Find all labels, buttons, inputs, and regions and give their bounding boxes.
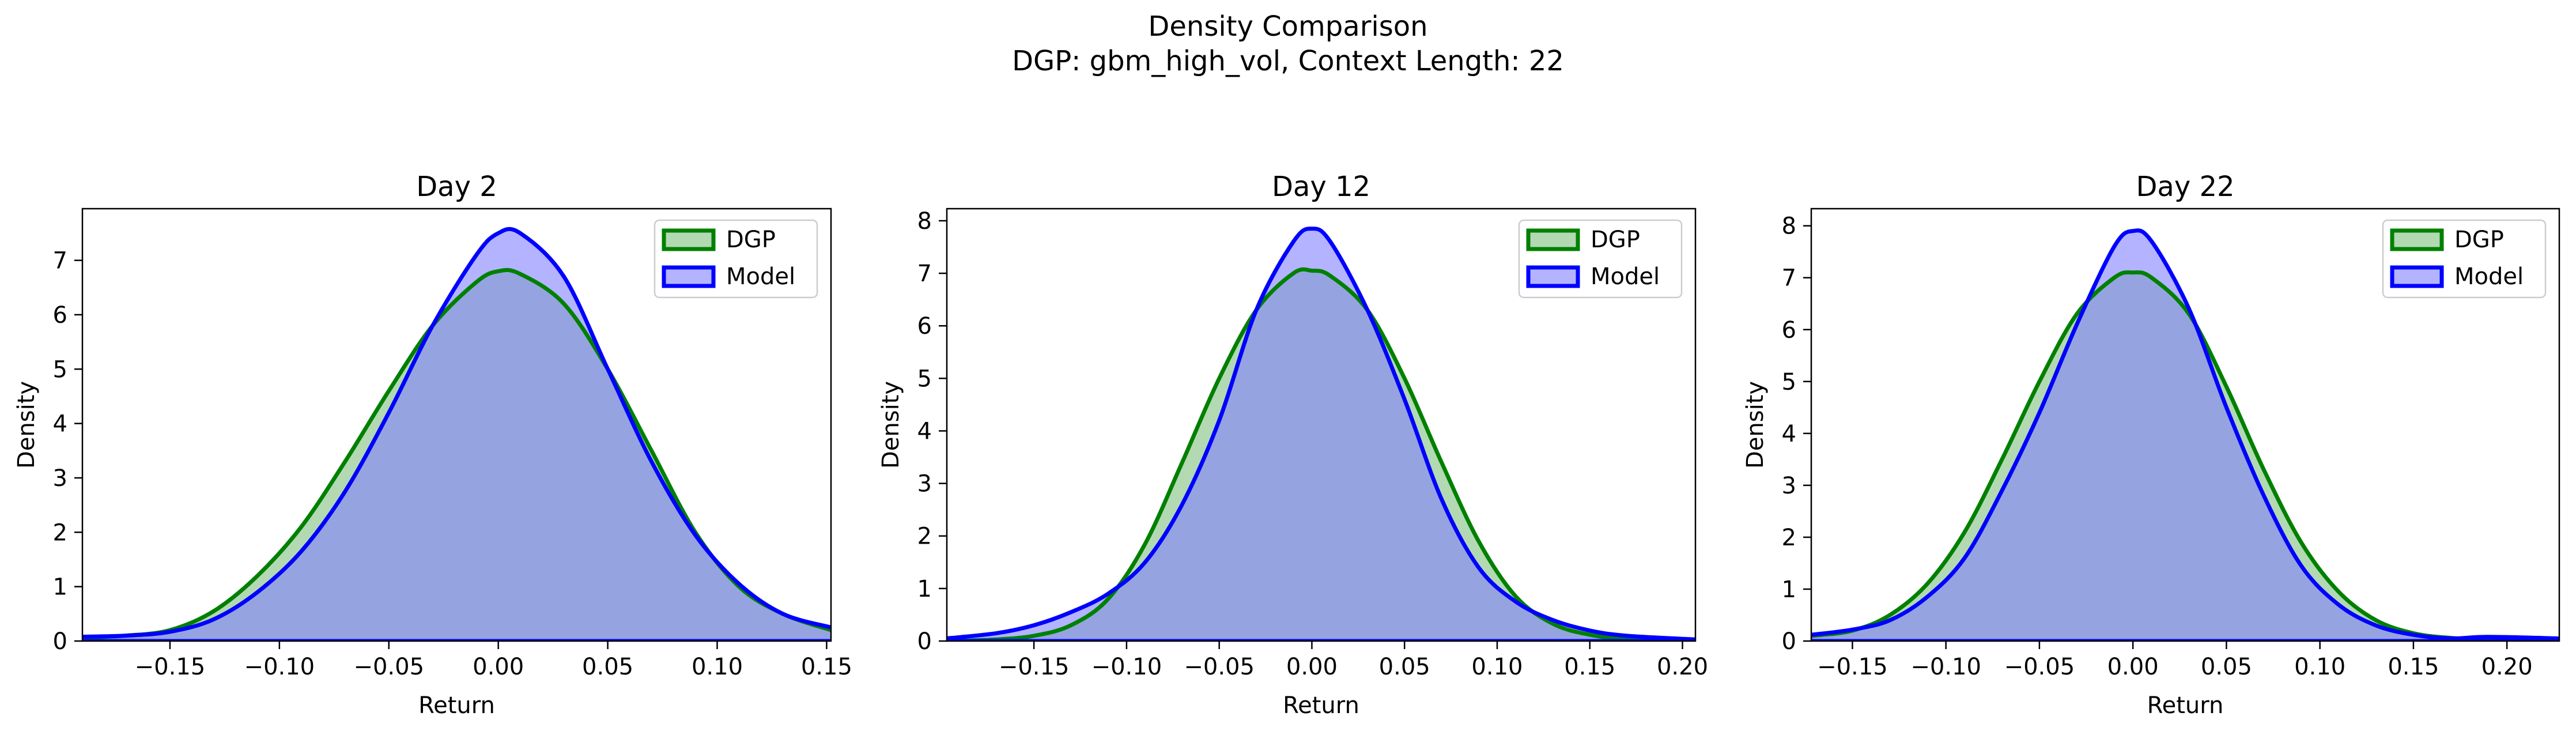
- x-tick-label: −0.05: [1184, 654, 1255, 680]
- y-tick-label: 2: [53, 519, 67, 546]
- x-tick-label: 0.20: [2481, 654, 2533, 680]
- x-axis-label: Return: [418, 692, 495, 719]
- x-tick-label: 0.00: [473, 654, 524, 680]
- y-axis-label: Density: [13, 381, 40, 469]
- x-tick-label: 0.05: [582, 654, 633, 680]
- density-line-model: [947, 227, 1695, 641]
- x-tick-label: −0.10: [244, 654, 315, 680]
- subplot-grid: −0.15 −0.10 −0.05 0.00 0.05 0.10 0.15 0 1 2 3 4 5 6 7 D…: [13, 171, 2560, 719]
- y-tick-label: 6: [917, 313, 932, 340]
- x-tick-label: 0.05: [2201, 654, 2252, 680]
- y-tick-label: 1: [917, 576, 932, 602]
- density-line-model: [82, 227, 831, 639]
- axes-frame: [81, 208, 832, 642]
- density-fill-model: [82, 229, 831, 641]
- x-tick-label: 0.10: [692, 654, 743, 680]
- y-tick-label: 6: [53, 302, 67, 329]
- figure-subtitle: DGP: gbm_high_vol, Context Length: 22: [1012, 45, 1564, 77]
- legend-label-model: Model: [726, 263, 795, 290]
- y-tick-label: 0: [917, 628, 932, 655]
- legend-label-model: Model: [1591, 263, 1660, 290]
- axes-frame: [1810, 208, 2560, 642]
- subplot-day-panel: −0.15 −0.10 −0.05 0.00 0.05 0.10 0.15 0.20 0 1 2 3 4…: [878, 171, 1708, 719]
- density-line-dgp: [1811, 270, 2559, 641]
- legend-label-model: Model: [2454, 263, 2524, 290]
- x-tick-label: −0.10: [1910, 654, 1981, 680]
- x-tick-label: 0.05: [1379, 654, 1430, 680]
- y-axis-label: Density: [878, 381, 904, 469]
- legend: DGP Model: [654, 219, 818, 299]
- density-line-model: [1811, 228, 2559, 641]
- density-fill-model: [947, 228, 1695, 641]
- legend: DGP Model: [2382, 219, 2547, 299]
- plot-area: [947, 227, 1695, 641]
- legend-label-dgp: DGP: [1591, 227, 1640, 253]
- y-axis-label: Density: [1742, 381, 1769, 469]
- y-tick-label: 3: [53, 465, 67, 492]
- x-tick-label: 0.10: [1471, 654, 1523, 680]
- y-tick-label: 4: [1782, 421, 1796, 447]
- y-tick-label: 1: [1782, 576, 1796, 603]
- x-tick-label: −0.15: [1817, 654, 1888, 680]
- y-tick-label: 8: [917, 208, 932, 235]
- x-tick-label: 0.00: [2107, 654, 2159, 680]
- y-tick-label: 2: [1782, 525, 1796, 551]
- x-tick-label: −0.15: [135, 654, 206, 680]
- y-tick-label: 7: [917, 261, 932, 287]
- legend-label-dgp: DGP: [2454, 227, 2504, 253]
- axes-frame: [946, 208, 1697, 642]
- legend-swatch-dgp: [2390, 228, 2444, 251]
- y-tick-label: 1: [53, 574, 67, 601]
- y-tick-label: 5: [1782, 369, 1796, 395]
- y-tick-label: 7: [53, 248, 67, 274]
- density-fill-model: [1811, 230, 2559, 641]
- y-tick-label: 6: [1782, 317, 1796, 344]
- subplot-title: Day 2: [416, 171, 497, 203]
- y-tick-label: 5: [917, 365, 932, 392]
- x-tick-label: 0.10: [2294, 654, 2345, 680]
- x-tick-label: −0.05: [353, 654, 424, 680]
- y-tick-label: 4: [53, 411, 67, 438]
- subplot-title: Day 12: [1272, 171, 1370, 203]
- x-axis-label: Return: [1283, 692, 1359, 719]
- x-tick-label: 0.00: [1286, 654, 1338, 680]
- legend-swatch-model: [662, 265, 716, 288]
- y-tick-label: 5: [53, 356, 67, 383]
- legend: DGP Model: [1518, 219, 1683, 299]
- x-tick-label: 0.15: [1564, 654, 1615, 680]
- y-tick-label: 7: [1782, 265, 1796, 292]
- legend-swatch-dgp: [662, 228, 716, 251]
- x-tick-label: 0.15: [2388, 654, 2439, 680]
- y-tick-label: 0: [1782, 628, 1796, 655]
- x-tick-label: −0.10: [1091, 654, 1162, 680]
- x-tick-label: 0.15: [801, 654, 852, 680]
- y-tick-label: 0: [53, 628, 67, 655]
- x-tick-label: −0.05: [2004, 654, 2075, 680]
- subplot-title: Day 22: [2136, 171, 2234, 203]
- y-tick-label: 3: [1782, 473, 1796, 499]
- subplot-day-panel: −0.15 −0.10 −0.05 0.00 0.05 0.10 0.15 0 1 2 3 4 5 6 7 D…: [13, 171, 852, 719]
- plot-area: [82, 227, 831, 641]
- x-tick-label: 0.20: [1657, 654, 1708, 680]
- x-axis-label: Return: [2147, 692, 2224, 719]
- plot-area: [1811, 228, 2559, 641]
- legend-swatch-model: [2390, 265, 2444, 288]
- x-tick-label: −0.15: [999, 654, 1070, 680]
- y-tick-label: 2: [917, 523, 932, 550]
- legend-label-dgp: DGP: [726, 227, 776, 253]
- legend-swatch-dgp: [1526, 228, 1580, 251]
- figure-title: Density Comparison: [1148, 10, 1427, 43]
- y-tick-label: 4: [917, 418, 932, 444]
- legend-swatch-model: [1526, 265, 1580, 288]
- y-tick-label: 8: [1782, 213, 1796, 240]
- y-tick-label: 3: [917, 471, 932, 497]
- subplot-day-panel: −0.15 −0.10 −0.05 0.00 0.05 0.10 0.15 0.20 0 1 2 3 4…: [1742, 171, 2560, 719]
